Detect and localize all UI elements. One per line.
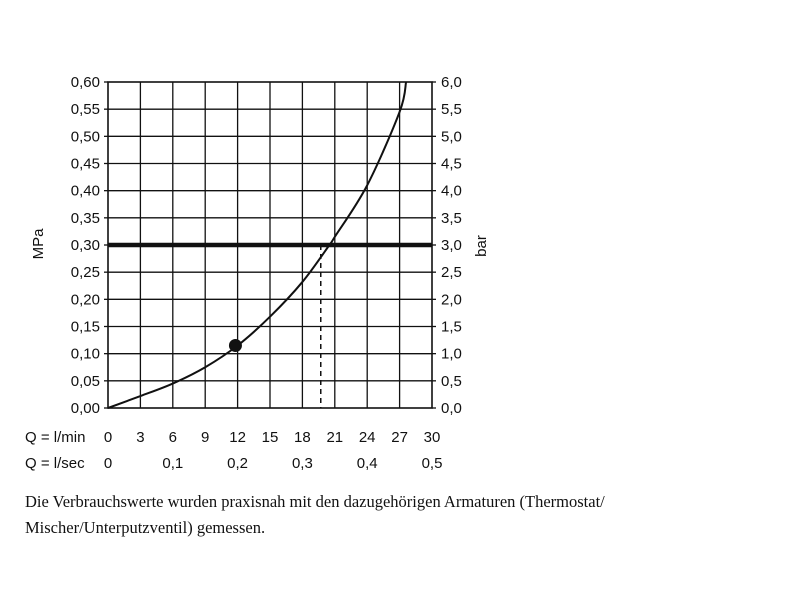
- left-axis-ticks: 0,00 0,05 0,10 0,15 0,20 0,25 0,30 0,35 0,40 0,45…: [71, 74, 108, 417]
- left-tick-label: 0,10: [71, 346, 100, 363]
- left-axis-label: MPa: [30, 228, 47, 260]
- lmin-tick-label: 27: [391, 429, 408, 446]
- lsec-tick-label: 0,4: [357, 455, 378, 472]
- lsec-tick-label: 0: [104, 455, 112, 472]
- lsec-tick-label: 0,3: [292, 455, 313, 472]
- left-tick-label: 0,50: [71, 128, 100, 145]
- chart-grid: [108, 82, 432, 408]
- right-tick-label: 5,5: [441, 101, 462, 118]
- bottom-axis-lsec-ticks: 0 0,1 0,2 0,3 0,4 0,5: [104, 455, 443, 472]
- reference-line-group: [108, 242, 432, 408]
- right-axis-label: bar: [473, 235, 490, 257]
- right-tick-label: 2,0: [441, 291, 462, 308]
- right-tick-label: 6,0: [441, 74, 462, 91]
- lmin-tick-label: 3: [136, 429, 144, 446]
- right-tick-label: 5,0: [441, 128, 462, 145]
- lsec-tick-label: 0,5: [422, 455, 443, 472]
- lmin-tick-label: 18: [294, 429, 311, 446]
- right-tick-label: 4,5: [441, 156, 462, 173]
- lmin-tick-label: 12: [229, 429, 246, 446]
- lmin-tick-label: 9: [201, 429, 209, 446]
- left-tick-label: 0,55: [71, 101, 100, 118]
- bottom-axis-lmin-label: Q = l/min: [25, 429, 85, 446]
- footnote: Die Verbrauchswerte wurden praxisnah mit…: [25, 492, 605, 537]
- bottom-axis-lsec-label: Q = l/sec: [25, 455, 85, 472]
- left-tick-label: 0,05: [71, 373, 100, 390]
- lsec-tick-label: 0,1: [162, 455, 183, 472]
- bottom-axis-lmin-ticks: 0 3 6 9 12 15 18 21 24 27 30: [104, 429, 441, 446]
- right-tick-label: 2,5: [441, 264, 462, 281]
- left-tick-label: 0,00: [71, 400, 100, 417]
- left-tick-label: 0,25: [71, 264, 100, 281]
- right-tick-label: 1,5: [441, 319, 462, 336]
- series-group: [107, 81, 408, 409]
- right-tick-label: 4,0: [441, 183, 462, 200]
- lmin-tick-label: 30: [424, 429, 441, 446]
- marker-point: [228, 339, 242, 353]
- lmin-tick-label: 24: [359, 429, 376, 446]
- lmin-tick-label: 21: [326, 429, 343, 446]
- lsec-tick-label: 0,2: [227, 455, 248, 472]
- right-tick-label: 0,0: [441, 400, 462, 417]
- left-tick-label: 0,15: [71, 319, 100, 336]
- lmin-tick-label: 6: [169, 429, 177, 446]
- right-tick-label: 0,5: [441, 373, 462, 390]
- lmin-tick-label: 0: [104, 429, 112, 446]
- right-tick-label: 3,5: [441, 210, 462, 227]
- left-tick-label: 0,45: [71, 156, 100, 173]
- left-tick-label: 0,40: [71, 183, 100, 200]
- left-tick-label: 0,35: [71, 210, 100, 227]
- lmin-tick-label: 15: [262, 429, 279, 446]
- flow-pressure-curve: [107, 81, 408, 409]
- left-tick-label: 0,60: [71, 74, 100, 91]
- right-tick-label: 1,0: [441, 346, 462, 363]
- left-tick-label: 0,20: [71, 291, 100, 308]
- right-tick-label: 3,0: [441, 237, 462, 254]
- left-tick-label: 0,30: [71, 237, 100, 254]
- right-axis-ticks: 0,0 0,5 1,0 1,5 2,0 2,5 3,0 3,5 4,0 4,5 5,0 5,5 6,0: [432, 74, 462, 417]
